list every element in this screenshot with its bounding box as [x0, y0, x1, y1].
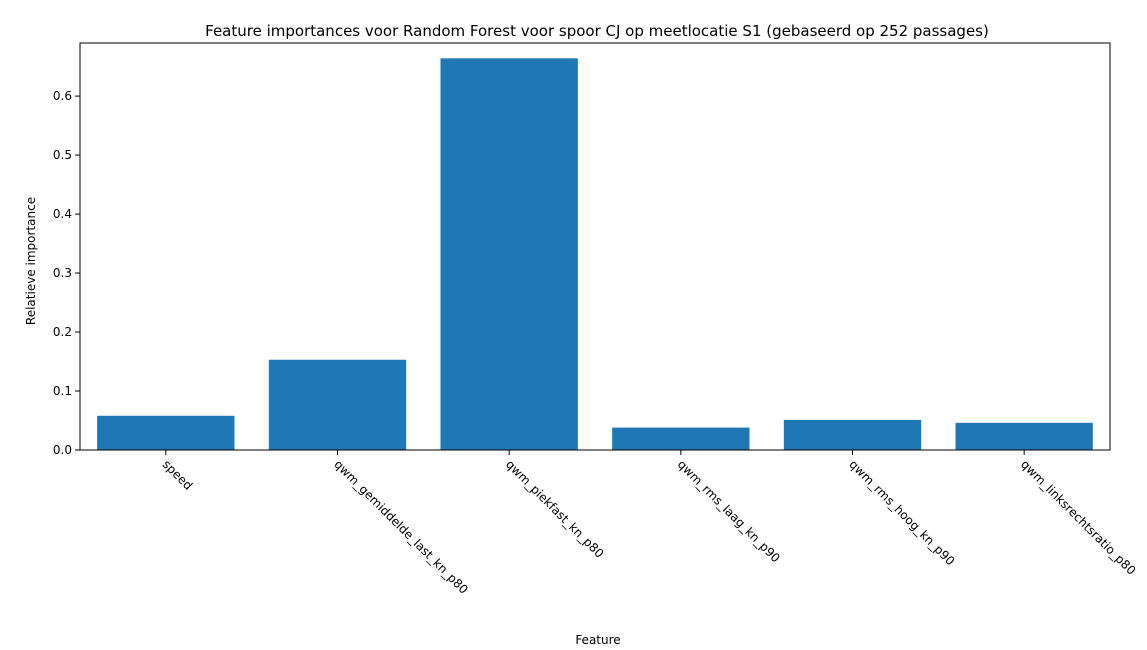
plot-area: 0.0 0.1 0.2 0.3 0.4 0.5 0.6 speed qwm_gemiddelde…	[53, 42, 1139, 597]
x-axis-label: Feature	[575, 633, 620, 647]
y-axis-label: Relatieve importance	[24, 197, 38, 325]
y-tick-label: 0.4	[53, 207, 72, 221]
bar	[783, 419, 922, 450]
x-tick-label: qwm_rms_hoog_kn_p90	[846, 457, 957, 568]
axes-frame	[79, 42, 1111, 451]
x-tick-label: qwm_rms_laag_kn_p90	[675, 457, 783, 565]
x-tick-label: qwm_linksrechtsratio_p80	[1018, 457, 1138, 577]
chart-title: Feature importances voor Random Forest v…	[205, 22, 989, 40]
x-tick-label: speed	[160, 457, 196, 493]
y-tick-label: 0.1	[53, 384, 72, 398]
x-tick-label: qwm_gemiddelde_last_kn_p80	[331, 457, 470, 596]
bar	[97, 415, 235, 450]
bar	[612, 427, 750, 450]
bar	[440, 58, 578, 450]
y-tick-label: 0.0	[53, 443, 72, 457]
y-tick-label: 0.2	[53, 325, 72, 339]
y-tick-label: 0.6	[53, 89, 72, 103]
bar	[955, 422, 1093, 450]
y-tick-label: 0.3	[53, 266, 72, 280]
x-tick-label: qwm_piekfast_kn_p80	[503, 457, 607, 561]
y-tick-label: 0.5	[53, 148, 72, 162]
bar	[268, 359, 407, 450]
